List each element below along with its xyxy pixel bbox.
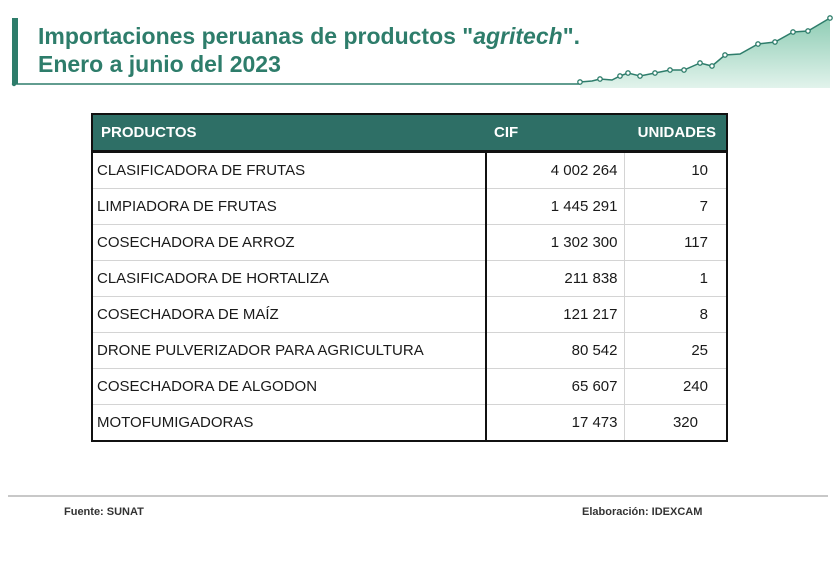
cell-producto: COSECHADORA DE ALGODON [93, 368, 487, 405]
cell-cif: 211 838 [486, 260, 625, 297]
decorative-trend-points [577, 15, 833, 85]
title-line1-suffix: ". [562, 23, 580, 49]
cell-cif: 17 473 [486, 404, 625, 440]
table-header-row: PRODUCTOS CIF UNIDADES [93, 115, 726, 153]
cell-unidades: 320 [672, 414, 698, 431]
table-row: COSECHADORA DE ARROZ 1 302 300 117 [93, 224, 726, 261]
cell-producto: CLASIFICADORA DE HORTALIZA [93, 260, 487, 297]
footer-divider [8, 495, 828, 497]
cell-producto: LIMPIADORA DE FRUTAS [93, 188, 487, 225]
column-header-unidades: UNIDADES [624, 115, 726, 153]
table-row: DRONE PULVERIZADOR PARA AGRICULTURA 80 5… [93, 332, 726, 369]
cell-cif: 1 445 291 [486, 188, 625, 225]
cell-unidades: 7 [624, 188, 726, 225]
cell-producto: MOTOFUMIGADORAS [93, 404, 487, 440]
cell-cif: 1 302 300 [486, 224, 625, 261]
header: Importaciones peruanas de productos "agr… [0, 0, 835, 92]
column-header-productos: PRODUCTOS [93, 115, 486, 153]
cell-cif: 121 217 [486, 296, 625, 333]
cell-cif: 4 002 264 [486, 151, 625, 189]
source-note: Fuente: SUNAT [64, 506, 144, 518]
table-row: MOTOFUMIGADORAS 17 473 320 [93, 404, 726, 440]
cell-unidades: 117 [624, 224, 726, 261]
cell-producto: COSECHADORA DE ARROZ [93, 224, 487, 261]
cell-unidades: 8 [624, 296, 726, 333]
title-line1-italic: agritech [473, 23, 563, 49]
cell-unidades: 10 [624, 151, 726, 189]
table-row: LIMPIADORA DE FRUTAS 1 445 291 7 [93, 188, 726, 225]
table-row: CLASIFICADORA DE FRUTAS 4 002 264 10 [93, 151, 726, 189]
title-accent-bar [12, 18, 18, 84]
cell-unidades: 25 [624, 332, 726, 369]
column-header-cif: CIF [486, 115, 624, 153]
page-title: Importaciones peruanas de productos "agr… [38, 22, 580, 78]
cell-cif: 65 607 [486, 368, 625, 405]
cell-producto: DRONE PULVERIZADOR PARA AGRICULTURA [93, 332, 487, 369]
cell-producto: COSECHADORA DE MAÍZ [93, 296, 487, 333]
decorative-trend-graphic [11, 15, 833, 88]
decorative-trend-area [580, 18, 830, 88]
cell-unidades: 240 [624, 368, 726, 405]
title-line1-text: Importaciones peruanas de productos " [38, 23, 474, 49]
table-row: COSECHADORA DE ALGODON 65 607 240 [93, 368, 726, 405]
credit-note: Elaboración: IDEXCAM [582, 506, 703, 518]
cell-unidades: 1 [624, 260, 726, 297]
table-row: CLASIFICADORA DE HORTALIZA 211 838 1 [93, 260, 726, 297]
cell-producto: CLASIFICADORA DE FRUTAS [93, 151, 487, 189]
table-row: COSECHADORA DE MAÍZ 121 217 8 [93, 296, 726, 333]
cell-cif: 80 542 [486, 332, 625, 369]
imports-table: PRODUCTOS CIF UNIDADES CLASIFICADORA DE … [93, 115, 726, 440]
title-line2: Enero a junio del 2023 [38, 51, 281, 77]
imports-table-container: PRODUCTOS CIF UNIDADES CLASIFICADORA DE … [91, 113, 728, 442]
